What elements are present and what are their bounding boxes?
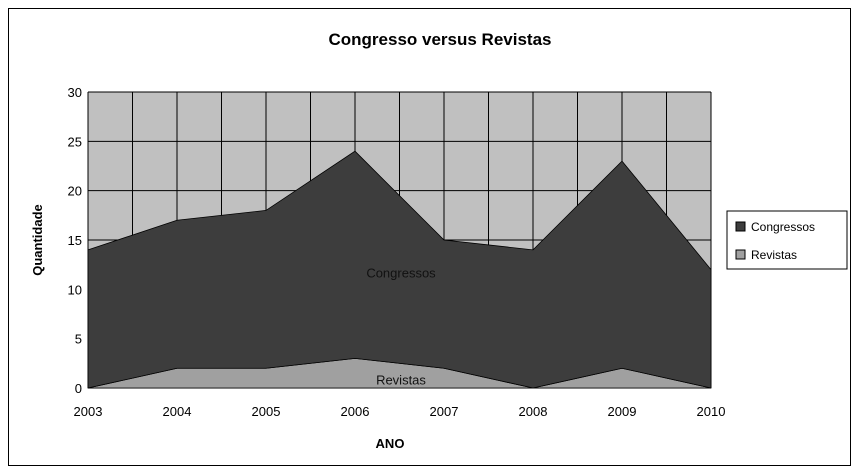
y-tick-label: 0: [75, 381, 82, 396]
chart-title: Congresso versus Revistas: [329, 30, 552, 49]
y-tick-label: 25: [68, 134, 82, 149]
legend-swatch-revistas: [735, 249, 746, 260]
x-tick-label: 2005: [252, 404, 281, 419]
legend: Congressos Revistas: [726, 210, 848, 270]
x-tick-label: 2004: [163, 404, 192, 419]
area-label-revistas: Revistas: [376, 373, 426, 388]
legend-box: [726, 210, 848, 270]
y-tick-label: 5: [75, 332, 82, 347]
y-axis-title: Quantidade: [30, 204, 45, 276]
area-congressos: [87, 150, 712, 389]
y-tick-label: 30: [68, 85, 82, 100]
area-label-congressos: Congressos: [366, 265, 436, 280]
x-axis-title: ANO: [376, 436, 405, 451]
y-tick-label: 10: [68, 282, 82, 297]
x-tick-label: 2007: [430, 404, 459, 419]
y-tick-label: 20: [68, 184, 82, 199]
x-tick-label: 2006: [341, 404, 370, 419]
legend-label-congressos: Congressos: [751, 220, 815, 234]
legend-swatch-congressos: [735, 221, 746, 232]
x-tick-label: 2008: [519, 404, 548, 419]
x-tick-label: 2010: [697, 404, 726, 419]
x-tick-labels: 2003 2004 2005 2006 2007 2008 2009 2010: [74, 404, 726, 419]
y-tick-labels: 0 5 10 15 20 25 30: [68, 85, 82, 396]
series-areas: [87, 150, 712, 389]
legend-label-revistas: Revistas: [751, 248, 797, 262]
x-tick-label: 2009: [608, 404, 637, 419]
x-tick-label: 2003: [74, 404, 103, 419]
y-tick-label: 15: [68, 233, 82, 248]
